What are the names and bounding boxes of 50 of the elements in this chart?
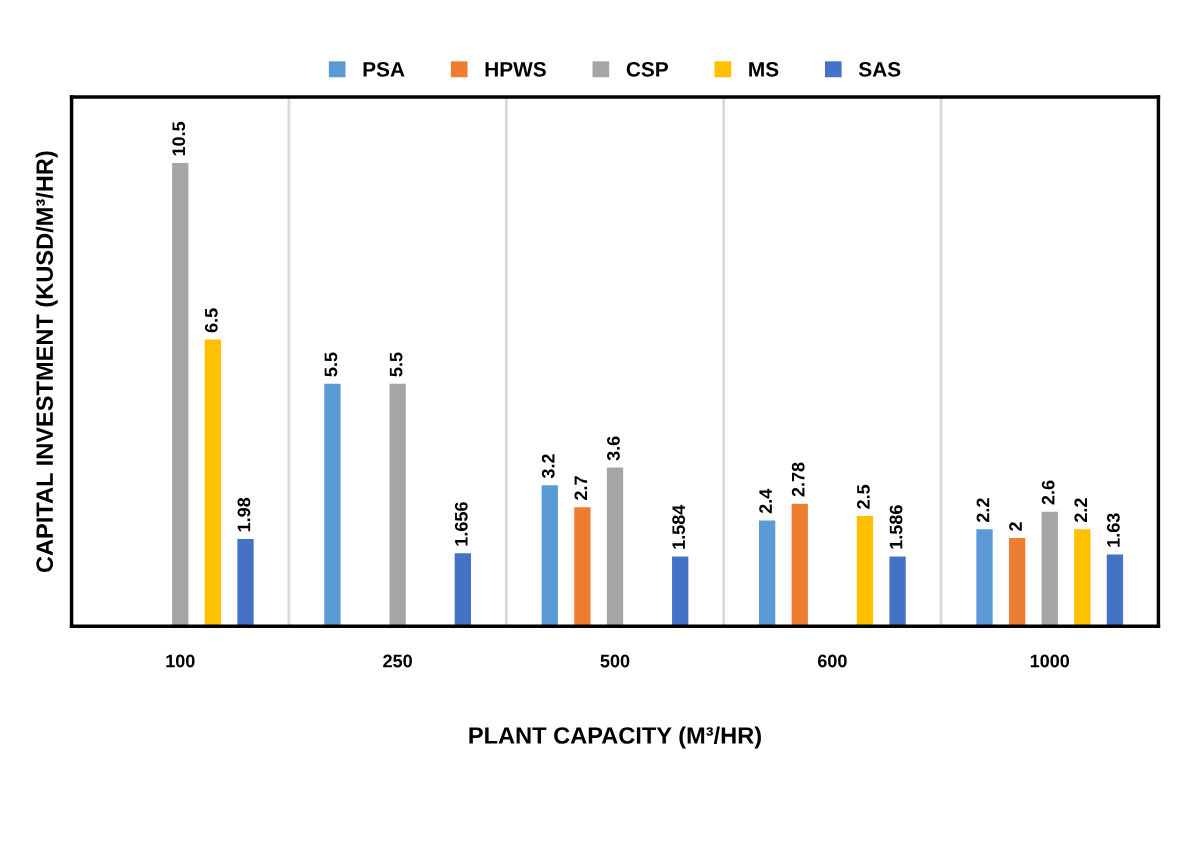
data-label: 2.6 <box>1041 480 1055 505</box>
y-axis-title: CAPITAL INVESTMENT (KUSD/M³/HR) <box>35 151 58 573</box>
data-label: 1.63 <box>1106 513 1120 547</box>
data-label: 6.5 <box>204 308 218 333</box>
data-label: 3.2 <box>541 454 555 479</box>
bar <box>759 520 776 627</box>
bar <box>1008 538 1026 627</box>
bar <box>454 553 471 627</box>
bar <box>237 539 254 627</box>
legend-label: HPWS <box>485 61 546 77</box>
x-axis-title: PLANT CAPACITY (M³/HR) <box>469 726 761 749</box>
x-tick-label: 600 <box>817 654 847 668</box>
x-tick-label: 500 <box>600 654 630 668</box>
data-label: 2.4 <box>759 488 772 514</box>
data-label: 2.78 <box>791 462 805 497</box>
bar <box>976 529 993 627</box>
legend-label: SAS <box>858 61 901 77</box>
x-tick-label: 250 <box>383 654 412 668</box>
data-label: 2.2 <box>976 498 990 523</box>
data-label: 2.2 <box>1074 498 1087 523</box>
bar <box>574 507 591 627</box>
legend-label: MS <box>749 61 779 77</box>
bar <box>791 503 808 627</box>
bar <box>889 556 906 627</box>
bar <box>606 467 624 627</box>
bar <box>324 383 341 627</box>
bar <box>1106 554 1124 627</box>
bar <box>1074 529 1091 627</box>
data-label: 3.6 <box>607 436 620 461</box>
data-label: 1.586 <box>889 505 903 549</box>
x-tick-label: 1000 <box>1030 654 1070 668</box>
bar <box>672 556 689 627</box>
data-label: 2 <box>1009 522 1022 531</box>
data-label: 10.5 <box>172 121 186 156</box>
data-label: 1.98 <box>237 497 251 532</box>
x-tick-label: 100 <box>166 654 195 668</box>
data-label: 5.5 <box>389 352 403 377</box>
bar <box>204 339 222 627</box>
bar <box>856 516 874 627</box>
data-label: 5.5 <box>324 352 338 377</box>
bar <box>541 485 558 627</box>
data-label: 1.584 <box>672 504 686 549</box>
data-label: 1.656 <box>454 502 468 546</box>
legend-label: CSP <box>626 61 668 77</box>
legend-label: PSA <box>363 61 405 77</box>
bar <box>1041 511 1058 627</box>
bar <box>389 383 406 627</box>
data-label: 2.7 <box>574 476 588 500</box>
data-label: 2.5 <box>857 484 870 509</box>
bar <box>172 163 189 627</box>
